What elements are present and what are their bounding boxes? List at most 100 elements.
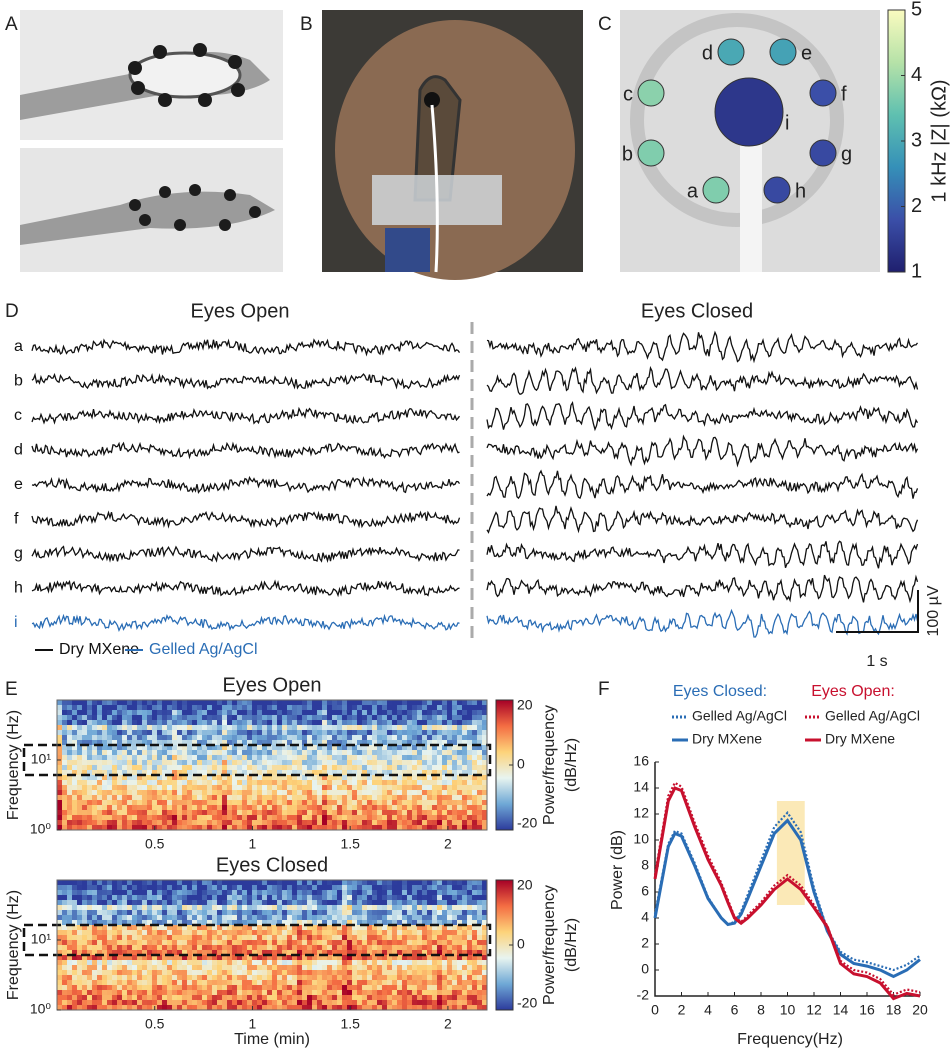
spectrogram-cell: [372, 1005, 378, 1011]
spectrogram-cell: [407, 725, 413, 731]
spectrogram-cell: [117, 760, 123, 766]
spectrogram-cell: [407, 755, 413, 761]
spectrogram-cell: [92, 810, 98, 816]
spectrogram-cell: [87, 800, 93, 806]
spectrogram-cell: [187, 920, 193, 926]
spectrogram-cell: [397, 880, 403, 886]
spectrogram-cell: [437, 960, 443, 966]
spectrogram-cell: [392, 700, 398, 706]
spectrogram-cell: [62, 980, 68, 986]
spectrogram-cell: [262, 970, 268, 976]
spectrogram-cell: [237, 805, 243, 811]
spectrogram-cell: [122, 775, 128, 781]
spectrogram-cell: [217, 715, 223, 721]
spectrogram-cell: [192, 945, 198, 951]
spectrogram-cell: [67, 990, 73, 996]
spectrogram-cell: [137, 815, 143, 821]
channel-label: b: [14, 373, 23, 390]
spectrogram-cell: [422, 990, 428, 996]
spectrogram-cell: [197, 920, 203, 926]
spectrogram-cell: [192, 1000, 198, 1006]
spectrogram-cell: [92, 960, 98, 966]
spectrogram-cell: [337, 790, 343, 796]
spectrogram-cell: [107, 755, 113, 761]
spectrogram-cell: [332, 740, 338, 746]
spectrogram-cell: [262, 745, 268, 751]
spectrogram-cell: [432, 825, 438, 831]
spectrogram-cell: [457, 895, 463, 901]
spectrogram-cell: [277, 980, 283, 986]
spectrogram-cell: [237, 965, 243, 971]
spectrogram-cell: [277, 810, 283, 816]
spectrogram-cell: [167, 730, 173, 736]
spectrogram-cell: [307, 935, 313, 941]
spectrogram-cell: [447, 925, 453, 931]
spectrogram-cell: [217, 730, 223, 736]
spectrogram-cell: [117, 895, 123, 901]
spectrogram-cell: [462, 730, 468, 736]
spectrogram-cell: [277, 1005, 283, 1011]
spectrogram-cell: [102, 710, 108, 716]
spectrogram-cell: [92, 920, 98, 926]
spectrogram-cell: [72, 760, 78, 766]
spectrogram-cell: [277, 775, 283, 781]
spectrogram-cell: [267, 775, 273, 781]
spectrogram-cell: [272, 960, 278, 966]
spectrogram-cell: [467, 965, 473, 971]
spectrogram-cell: [427, 925, 433, 931]
spectrogram-cell: [457, 725, 463, 731]
spectrogram-cell: [482, 920, 488, 926]
spectrogram-cell: [422, 960, 428, 966]
spectrogram-cell: [432, 995, 438, 1001]
spectrogram-cell: [237, 885, 243, 891]
spectrogram-cell: [257, 915, 263, 921]
spectrogram-cell: [197, 905, 203, 911]
spectrogram-cell: [187, 880, 193, 886]
spectrogram-cell: [427, 745, 433, 751]
spectrogram-cell: [417, 960, 423, 966]
spectrogram-cell: [382, 790, 388, 796]
spectrogram-cell: [257, 795, 263, 801]
spectrogram-cell: [292, 715, 298, 721]
spectrogram-cell: [177, 780, 183, 786]
spectrogram-cell: [172, 940, 178, 946]
spectrogram-cell: [362, 795, 368, 801]
spectrogram-cell: [382, 735, 388, 741]
spectrogram-cell: [412, 970, 418, 976]
spectrogram-cell: [192, 900, 198, 906]
spectrogram-cell: [347, 735, 353, 741]
spectrogram-cell: [432, 895, 438, 901]
spectrogram-cell: [232, 770, 238, 776]
spectrogram-cell: [77, 740, 83, 746]
spectrogram-cell: [382, 985, 388, 991]
spectrogram-cell: [202, 925, 208, 931]
spectrogram-cell: [327, 965, 333, 971]
spectrogram-cell: [82, 905, 88, 911]
spectrogram-cell: [462, 700, 468, 706]
spectrogram-cell: [262, 740, 268, 746]
spectrogram-cell: [482, 930, 488, 936]
spectrogram-cell: [57, 910, 63, 916]
spectrogram-cell: [277, 900, 283, 906]
spectrogram-cell: [377, 765, 383, 771]
spectrogram-cell: [407, 905, 413, 911]
spectrogram-cell: [257, 750, 263, 756]
spectrogram-cell: [302, 880, 308, 886]
spectrogram-cell: [67, 775, 73, 781]
spectrogram-cell: [237, 1000, 243, 1006]
spectrogram-cell: [62, 935, 68, 941]
colorbar-tick-label: 0: [517, 756, 525, 772]
spectrogram-cell: [362, 715, 368, 721]
spectrogram-cell: [227, 890, 233, 896]
spectrogram-cell: [357, 1005, 363, 1011]
spectrogram-cell: [297, 890, 303, 896]
spectrogram-cell: [227, 765, 233, 771]
spectrogram-cell: [317, 895, 323, 901]
spectrogram-cell: [57, 760, 63, 766]
spectrogram-cell: [247, 930, 253, 936]
spectrogram-cell: [127, 790, 133, 796]
spectrogram-cell: [142, 975, 148, 981]
electrode: [717, 38, 745, 66]
spectrogram-cell: [237, 730, 243, 736]
spectrogram-cell: [167, 985, 173, 991]
